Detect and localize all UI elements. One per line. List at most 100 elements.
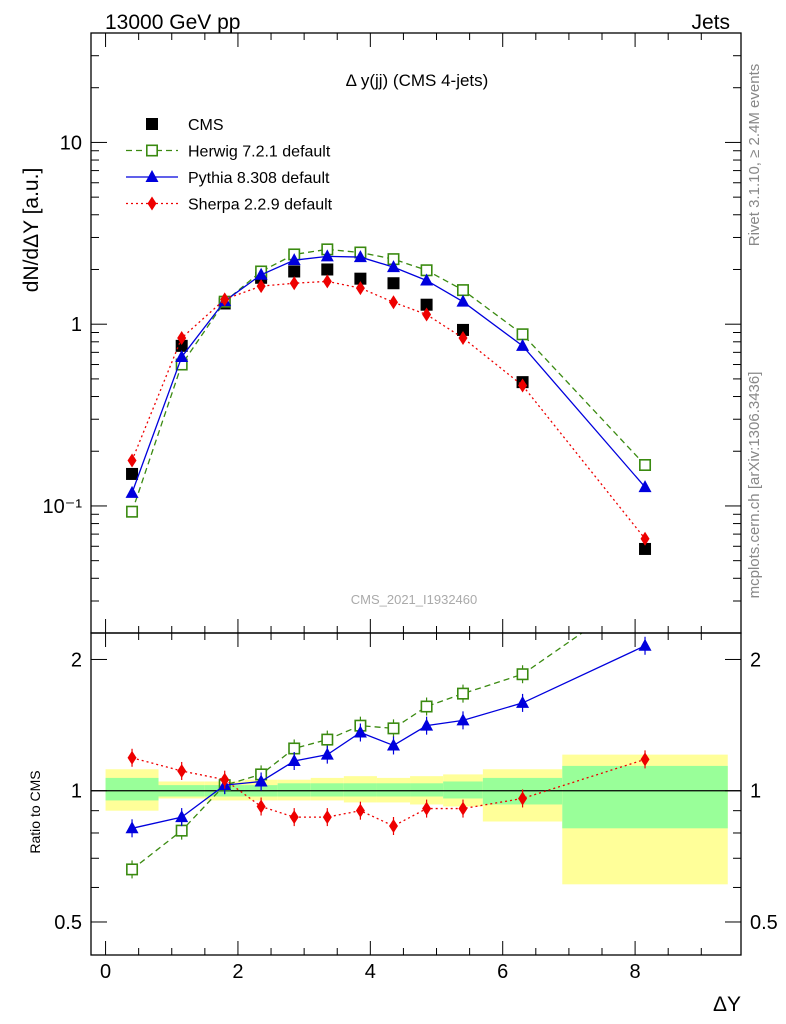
herwig-line [131, 248, 646, 512]
pythia-ratio-point [420, 718, 434, 731]
pythia-point [353, 250, 367, 263]
ratio-tick-label-right: 0.5 [750, 912, 778, 934]
legend-label-cms: CMS [188, 117, 224, 134]
header-left: 13000 GeV pp [105, 11, 240, 34]
sherpa-ratio-point [177, 763, 187, 778]
sherpa-point [177, 330, 187, 345]
ratio-frame [90, 632, 742, 956]
legend-marker-herwig [146, 144, 159, 157]
cms-point [126, 467, 139, 480]
cms-point [175, 339, 188, 352]
pythia-ratio-point [456, 713, 470, 726]
sherpa-point [388, 295, 398, 310]
y-tick-label: 10⁻¹ [43, 496, 83, 518]
band-inner [310, 783, 344, 797]
sherpa-ratio-point [220, 772, 230, 787]
sherpa-point [640, 531, 650, 546]
pythia-line [131, 255, 646, 494]
band-inner [562, 765, 728, 829]
herwig-ratio-point [516, 668, 529, 681]
cms-point [420, 298, 433, 311]
x-tick-label: 0 [100, 961, 111, 983]
sherpa-point [289, 276, 299, 291]
chart-title: Δ y(jj) (CMS 4-jets) [346, 71, 489, 90]
herwig-ratio-point [640, 584, 650, 594]
header-right: Jets [691, 11, 730, 34]
cms-point [387, 277, 400, 290]
axes-layer: 0 2 4 6 8 10⁻¹ 1 10 0.5 0.5 1 1 2 2 [43, 32, 778, 983]
sherpa-ratio-point [388, 819, 398, 834]
pythia-ratio-point [638, 638, 652, 651]
legend-label-sherpa: Sherpa 2.2.9 default [188, 197, 333, 214]
ratio-tick-label-right: 1 [750, 781, 761, 803]
sherpa-ratio-point [422, 801, 432, 816]
sherpa-ratio-point [355, 803, 365, 818]
herwig-ratio-line [131, 633, 584, 870]
sherpa-point [355, 281, 365, 296]
ratio-axis-label: Ratio to CMS [27, 770, 43, 853]
pythia-point [386, 260, 400, 273]
band-inner [277, 783, 311, 797]
pythia-ratio-point [125, 821, 139, 834]
herwig-ratio-point [387, 722, 400, 735]
herwig-ratio-point [321, 733, 334, 746]
herwig-ratio-point [456, 687, 469, 700]
pythia-ratio-point [320, 747, 334, 760]
pythia-point [175, 349, 189, 362]
pythia-point [420, 273, 434, 286]
uncertainty-bands [105, 754, 728, 885]
legend-marker-sherpa [147, 196, 157, 211]
rivet-version-text: Rivet 3.1.10, ≥ 2.4M events [746, 64, 763, 247]
pythia-point [516, 338, 530, 351]
sherpa-point [220, 292, 230, 307]
herwig-point [126, 505, 139, 518]
pythia-ratio-point [254, 774, 268, 787]
sherpa-point [422, 307, 432, 322]
cms-point [321, 263, 334, 276]
band-inner [443, 781, 483, 799]
x-axis-label: ΔY [713, 993, 741, 1016]
mcplots-text: mcplots.cern.ch [arXiv:1306.3436] [746, 372, 763, 599]
sherpa-point [518, 378, 528, 393]
x-tick-label: 4 [365, 961, 376, 983]
legend-marker-pythia [145, 170, 159, 182]
sherpa-point [458, 330, 468, 345]
cms-point [456, 323, 469, 336]
sherpa-ratio-point [289, 810, 299, 825]
legend-label-pythia: Pythia 8.308 default [188, 170, 330, 187]
legend: CMS Herwig 7.2.1 default Pythia 8.308 defa… [126, 117, 333, 214]
herwig-ratio-point [126, 863, 139, 876]
herwig-ratio-point [175, 824, 188, 837]
ratio-layer [125, 584, 652, 879]
y-tick-label: 1 [71, 314, 82, 336]
band-inner [410, 783, 444, 797]
pythia-point [638, 480, 652, 493]
legend-label-herwig: Herwig 7.2.1 default [188, 144, 331, 161]
ratio-tick-label-left: 2 [71, 649, 82, 671]
cms-point [354, 272, 367, 285]
sherpa-line [131, 280, 646, 540]
ratio-tick-label-left: 0.5 [54, 912, 82, 934]
pythia-point [456, 294, 470, 307]
y-axis-label: dN/dΔY [a.u.] [20, 168, 43, 293]
sherpa-point [322, 274, 332, 289]
series-layer [125, 243, 652, 555]
x-tick-label: 2 [232, 961, 243, 983]
herwig-point [639, 459, 652, 472]
herwig-point [456, 284, 469, 297]
pythia-ratio-point [175, 810, 189, 823]
sherpa-ratio-point [640, 752, 650, 767]
cms-point [639, 542, 652, 555]
x-tick-label: 8 [630, 961, 641, 983]
pythia-point [254, 267, 268, 280]
sherpa-ratio-point [256, 799, 266, 814]
ratio-tick-label-left: 1 [71, 781, 82, 803]
pythia-ratio-point [516, 695, 530, 708]
pythia-point [125, 485, 139, 498]
band-inner [376, 783, 411, 797]
sherpa-point [127, 453, 137, 468]
y-tick-label: 10 [60, 132, 82, 154]
herwig-point [516, 328, 529, 341]
watermark: CMS_2021_I1932460 [351, 592, 478, 607]
